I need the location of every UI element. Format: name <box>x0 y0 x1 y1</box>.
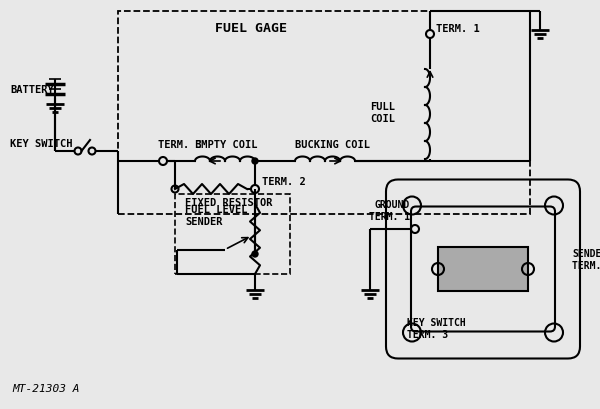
Text: KEY SWITCH: KEY SWITCH <box>10 139 73 148</box>
Text: FUEL LEVEL
SENDER: FUEL LEVEL SENDER <box>185 204 248 226</box>
Text: MT-21303 A: MT-21303 A <box>12 383 80 393</box>
Text: BUCKING COIL: BUCKING COIL <box>295 139 370 150</box>
Bar <box>438 247 528 291</box>
Circle shape <box>252 159 258 164</box>
Bar <box>118 12 530 214</box>
Text: EMPTY COIL: EMPTY COIL <box>195 139 257 150</box>
Text: FIXED RESISTOR: FIXED RESISTOR <box>185 198 272 207</box>
Text: SENDER
TERM. 2: SENDER TERM. 2 <box>572 249 600 270</box>
Text: FULL
COIL: FULL COIL <box>370 102 395 124</box>
Text: GROUND
TERM. 1: GROUND TERM. 1 <box>369 200 410 221</box>
Text: TERM. 2: TERM. 2 <box>262 177 306 187</box>
Text: TERM. 3: TERM. 3 <box>158 139 202 150</box>
Bar <box>175 195 290 274</box>
Text: FUEL GAGE: FUEL GAGE <box>215 22 287 35</box>
Text: BATTERY: BATTERY <box>10 85 54 95</box>
Circle shape <box>252 252 258 257</box>
Text: KEY SWITCH
TERM. 3: KEY SWITCH TERM. 3 <box>407 317 466 339</box>
Text: TERM. 1: TERM. 1 <box>436 24 480 34</box>
